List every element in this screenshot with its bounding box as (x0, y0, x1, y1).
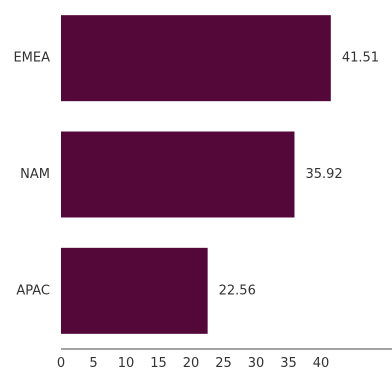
x-tick-label-15: 15 (150, 356, 167, 371)
value-label-emea: 41.51 (342, 51, 379, 66)
bar-nam (61, 131, 295, 218)
bar-apac (61, 247, 208, 334)
category-label-emea: EMEA (13, 51, 50, 66)
x-tick-label-5: 5 (89, 356, 97, 371)
x-tick-label-0: 0 (57, 356, 65, 371)
x-tick-label-25: 25 (215, 356, 232, 371)
x-tick-label-30: 30 (248, 356, 265, 371)
x-tick-label-10: 10 (118, 356, 135, 371)
labels-layer: EMEA 41.51 NAM 35.92 APAC 22.56 (13, 51, 379, 299)
category-label-apac: APAC (16, 283, 50, 298)
x-axis-ticks: 0 5 10 15 20 25 30 35 40 (57, 356, 329, 371)
category-label-nam: NAM (20, 167, 50, 182)
x-tick-label-20: 20 (183, 356, 200, 371)
bars-layer (61, 15, 331, 334)
bar-emea (61, 15, 331, 102)
value-label-nam: 35.92 (305, 167, 342, 182)
value-label-apac: 22.56 (219, 283, 256, 298)
x-tick-label-35: 35 (280, 356, 297, 371)
x-tick-label-40: 40 (313, 356, 330, 371)
